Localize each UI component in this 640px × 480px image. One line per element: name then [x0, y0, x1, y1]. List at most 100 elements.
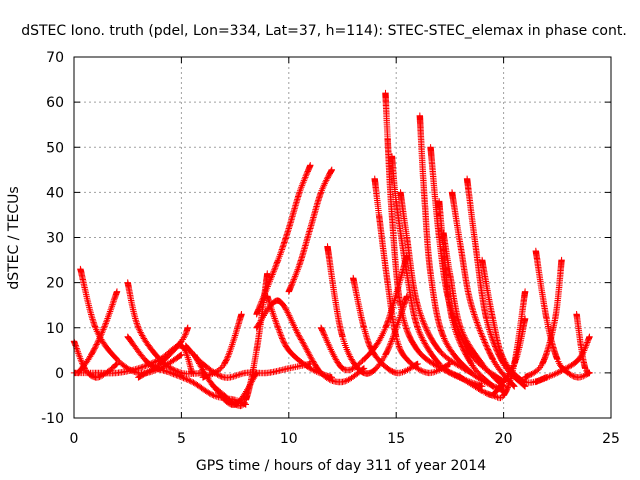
series-arc-12 — [253, 162, 314, 318]
data-point — [395, 335, 398, 338]
data-point — [423, 191, 425, 194]
data-point — [352, 277, 355, 279]
series-arc-26 — [440, 229, 507, 390]
series-arc-35 — [573, 311, 593, 377]
series-arc-31 — [489, 315, 529, 399]
data-point — [103, 326, 105, 329]
data-point — [459, 376, 462, 379]
data-point — [116, 372, 118, 374]
data-point — [266, 372, 269, 374]
data-point — [266, 272, 269, 275]
data-point — [577, 376, 580, 379]
data-point — [169, 372, 172, 374]
series-arc-10 — [210, 270, 271, 410]
data-point — [94, 326, 97, 329]
data-point — [378, 214, 380, 216]
data-point — [419, 114, 421, 117]
data-point — [159, 363, 161, 365]
data-point — [481, 363, 483, 365]
data-point — [245, 372, 247, 374]
data-point — [159, 358, 161, 361]
series-marks — [210, 270, 271, 410]
plot-frame — [73, 56, 612, 419]
data-point — [429, 272, 432, 275]
data-point — [191, 381, 193, 383]
data-point — [485, 317, 488, 320]
data-point — [502, 358, 505, 361]
data-point — [442, 335, 445, 338]
data-point — [255, 372, 258, 374]
data-point — [524, 290, 526, 293]
data-point — [137, 372, 140, 374]
data-point — [580, 345, 582, 347]
y-tick-label: 40 — [46, 185, 64, 201]
data-point — [556, 358, 559, 361]
data-point — [384, 92, 387, 94]
data-point — [341, 381, 344, 383]
data-point — [180, 372, 183, 374]
data-point — [288, 367, 290, 370]
series-arc-33 — [521, 256, 565, 381]
series-arc-19 — [371, 175, 454, 377]
data-point — [588, 335, 591, 338]
data-point — [451, 317, 453, 320]
x-tick-label: 25 — [602, 431, 620, 447]
data-point — [541, 363, 544, 365]
data-point — [416, 326, 419, 329]
series-arc-6 — [135, 324, 191, 381]
data-point — [223, 363, 226, 365]
x-tick-label: 0 — [70, 431, 79, 447]
data-point — [320, 326, 322, 329]
data-point — [309, 367, 312, 370]
y-tick-label: 70 — [46, 50, 64, 66]
data-point — [288, 290, 290, 293]
data-point — [438, 200, 440, 203]
data-point — [309, 227, 312, 230]
data-point — [240, 313, 243, 316]
x-tick-label: 10 — [280, 431, 298, 447]
data-point — [94, 376, 97, 379]
data-point — [90, 354, 92, 356]
data-point — [309, 363, 312, 365]
data-point — [180, 340, 183, 343]
data-point — [116, 290, 118, 293]
data-point — [373, 178, 376, 180]
data-point — [330, 169, 333, 171]
data-point — [288, 227, 290, 230]
data-point — [234, 403, 236, 406]
data-point — [363, 367, 365, 370]
chart-title: dSTEC Iono. truth (pdel, Lon=334, Lat=37… — [21, 23, 627, 39]
data-point — [481, 259, 483, 261]
data-point — [341, 335, 344, 338]
data-point — [399, 304, 402, 306]
data-point — [137, 326, 140, 329]
data-series — [70, 89, 593, 410]
x-tick-label: 15 — [387, 431, 405, 447]
data-point — [429, 146, 432, 149]
data-point — [502, 385, 505, 388]
data-point — [391, 155, 393, 158]
data-point — [438, 349, 440, 352]
data-point — [577, 358, 580, 361]
x-axis-label: GPS time / hours of day 311 of year 2014 — [196, 458, 486, 474]
series-marks — [285, 166, 335, 295]
data-point — [524, 317, 526, 320]
data-point — [326, 245, 329, 248]
data-point — [556, 372, 559, 374]
data-point — [116, 358, 118, 361]
data-point — [223, 394, 226, 397]
data-point — [492, 317, 494, 320]
data-point — [116, 363, 118, 365]
data-point — [406, 236, 408, 239]
y-axis-label: dSTEC / TECUs — [6, 186, 22, 289]
data-point — [459, 245, 462, 248]
y-tick-label: 50 — [46, 140, 64, 156]
y-tick-label: 0 — [55, 366, 64, 382]
y-tick-label: 60 — [46, 95, 64, 111]
data-point — [277, 299, 279, 302]
series-arc-22 — [397, 189, 475, 377]
data-point — [524, 381, 526, 383]
series-arc-27 — [448, 189, 518, 390]
data-point — [470, 363, 473, 365]
